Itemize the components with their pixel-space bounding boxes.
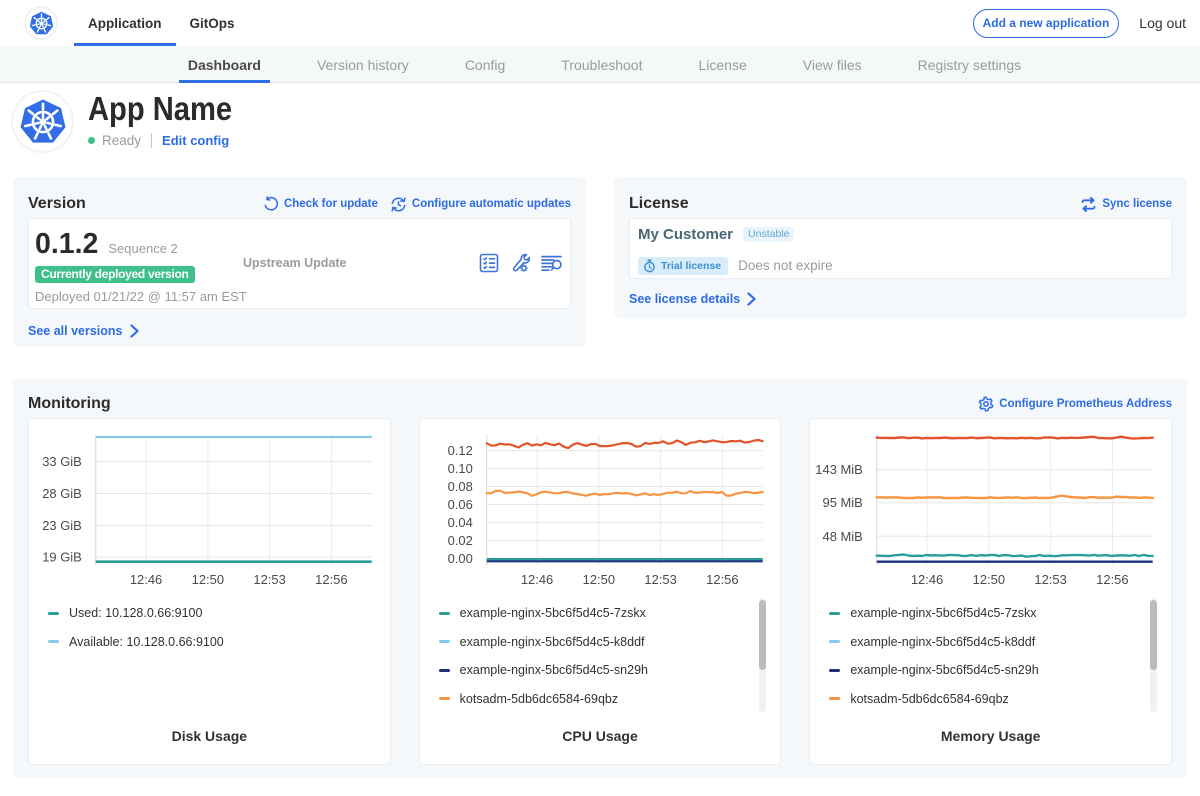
- svg-text:12:56: 12:56: [315, 571, 347, 586]
- svg-text:0.08: 0.08: [447, 478, 472, 493]
- svg-text:12:56: 12:56: [706, 571, 738, 586]
- svg-text:23 GiB: 23 GiB: [42, 518, 82, 533]
- svg-text:0.12: 0.12: [447, 443, 472, 458]
- svg-text:12:46: 12:46: [130, 571, 162, 586]
- svg-text:48 MiB: 48 MiB: [823, 528, 863, 543]
- svg-text:0.02: 0.02: [447, 533, 472, 548]
- svg-text:28 GiB: 28 GiB: [42, 485, 82, 500]
- svg-text:12:53: 12:53: [253, 571, 285, 586]
- svg-text:12:50: 12:50: [582, 571, 614, 586]
- svg-text:12:53: 12:53: [1035, 571, 1067, 586]
- svg-text:12:50: 12:50: [973, 571, 1005, 586]
- svg-text:0.10: 0.10: [447, 460, 472, 475]
- svg-text:0.06: 0.06: [447, 496, 472, 511]
- svg-text:0.04: 0.04: [447, 515, 472, 530]
- svg-text:12:46: 12:46: [521, 571, 553, 586]
- svg-text:95 MiB: 95 MiB: [823, 495, 863, 510]
- svg-text:19 GiB: 19 GiB: [42, 549, 82, 564]
- svg-text:12:46: 12:46: [911, 571, 943, 586]
- svg-text:12:56: 12:56: [1097, 571, 1129, 586]
- svg-text:0.00: 0.00: [447, 551, 472, 566]
- svg-text:143 MiB: 143 MiB: [816, 462, 863, 477]
- svg-text:12:53: 12:53: [644, 571, 676, 586]
- svg-text:12:50: 12:50: [192, 571, 224, 586]
- svg-text:33 GiB: 33 GiB: [42, 453, 82, 468]
